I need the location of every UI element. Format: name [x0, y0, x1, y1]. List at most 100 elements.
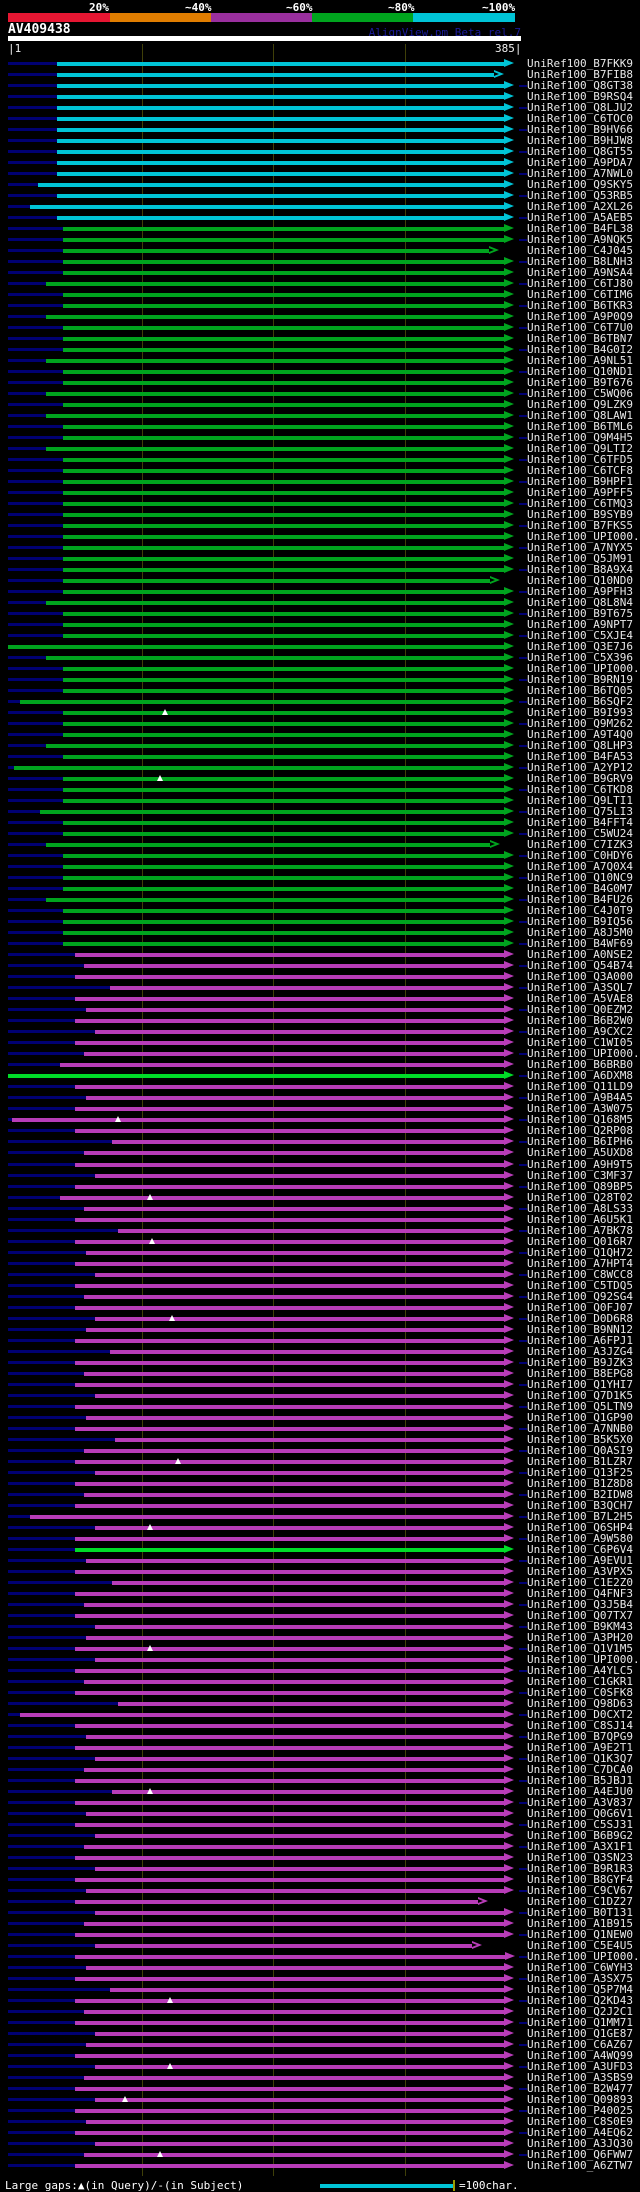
alignment-row[interactable]: UniRef100_B7FKK9: [0, 58, 640, 69]
hit-label[interactable]: UniRef100_A7BK78: [527, 1224, 633, 1237]
alignment-row[interactable]: UniRef100_Q75LI3: [0, 806, 640, 817]
alignment-row[interactable]: UniRef100_A8J5M0: [0, 927, 640, 938]
hit-label[interactable]: UniRef100_C6TCF8: [527, 464, 633, 477]
hit-label[interactable]: UniRef100_B8GYF4: [527, 1873, 633, 1886]
hit-label[interactable]: UniRef100_A7NYX5: [527, 541, 633, 554]
alignment-row[interactable]: UniRef100_Q0ASI9: [0, 1445, 640, 1456]
hit-bar[interactable]: [57, 194, 504, 198]
alignment-row[interactable]: UniRef100_B4FFT4: [0, 817, 640, 828]
alignment-row[interactable]: UniRef100_B9T675: [0, 608, 640, 619]
hit-label[interactable]: UniRef100_A3V837: [527, 1796, 633, 1809]
hit-bar[interactable]: [84, 1151, 504, 1155]
alignment-row[interactable]: UniRef100_A3VPX5: [0, 1566, 640, 1577]
hit-bar[interactable]: [86, 1636, 504, 1640]
hit-bar[interactable]: [60, 1196, 504, 1200]
hit-bar[interactable]: [57, 84, 504, 88]
hit-label[interactable]: UniRef100_Q1MM71: [527, 2016, 633, 2029]
alignment-row[interactable]: UniRef100_B9JZK3: [0, 1357, 640, 1368]
hit-bar[interactable]: [63, 579, 490, 583]
hit-label[interactable]: UniRef100_C5X396: [527, 651, 633, 664]
hit-bar[interactable]: [95, 1867, 504, 1871]
hit-label[interactable]: UniRef100_Q53RB5: [527, 189, 633, 202]
alignment-row[interactable]: UniRef100_B4G0I2: [0, 344, 640, 355]
hit-bar[interactable]: [63, 381, 504, 385]
hit-label[interactable]: UniRef100_A3JZG4: [527, 1345, 633, 1358]
alignment-row[interactable]: UniRef100_Q5LTN9: [0, 1401, 640, 1412]
hit-bar[interactable]: [75, 1218, 504, 1222]
hit-label[interactable]: UniRef100_A9PFH3: [527, 585, 633, 598]
hit-label[interactable]: UniRef100_Q9M262: [527, 717, 633, 730]
hit-bar[interactable]: [95, 2098, 504, 2102]
alignment-row[interactable]: UniRef100_C5XJE4: [0, 630, 640, 641]
hit-bar[interactable]: [110, 986, 504, 990]
hit-bar[interactable]: [84, 1680, 504, 1684]
hit-label[interactable]: UniRef100_Q9LTI2: [527, 442, 633, 455]
hit-label[interactable]: UniRef100_B9HV66: [527, 123, 633, 136]
hit-bar[interactable]: [63, 535, 504, 539]
hit-bar[interactable]: [95, 2032, 504, 2036]
alignment-row[interactable]: UniRef100_Q4FNF3: [0, 1588, 640, 1599]
hit-bar[interactable]: [57, 73, 494, 77]
hit-label[interactable]: UniRef100_B9HJW8: [527, 134, 633, 147]
hit-bar[interactable]: [63, 876, 504, 880]
hit-label[interactable]: UniRef100_B4FU26: [527, 893, 633, 906]
alignment-row[interactable]: UniRef100_C1DZ27: [0, 1896, 640, 1907]
alignment-row[interactable]: UniRef100_Q11LD9: [0, 1081, 640, 1092]
hit-bar[interactable]: [75, 1306, 504, 1310]
alignment-row[interactable]: UniRef100_A3W075: [0, 1103, 640, 1114]
alignment-row[interactable]: UniRef100_A7NNB0: [0, 1423, 640, 1434]
hit-label[interactable]: UniRef100_C6WYH3: [527, 1961, 633, 1974]
alignment-row[interactable]: UniRef100_A9PDA7: [0, 157, 640, 168]
hit-label[interactable]: UniRef100_A9T4Q0: [527, 728, 633, 741]
hit-bar[interactable]: [75, 1548, 504, 1552]
alignment-row[interactable]: UniRef100_A5VAE8: [0, 993, 640, 1004]
hit-label[interactable]: UniRef100_A5UXD8: [527, 1146, 633, 1159]
hit-bar[interactable]: [20, 700, 504, 704]
alignment-row[interactable]: UniRef100_B9HV66: [0, 124, 640, 135]
alignment-row[interactable]: UniRef100_Q2RP08: [0, 1125, 640, 1136]
alignment-row[interactable]: UniRef100_B9I993: [0, 707, 640, 718]
hit-bar[interactable]: [86, 1251, 504, 1255]
hit-bar[interactable]: [75, 1878, 504, 1882]
hit-label[interactable]: UniRef100_C5SJ31: [527, 1818, 633, 1831]
alignment-row[interactable]: UniRef100_C5TDQ5: [0, 1280, 640, 1291]
hit-label[interactable]: UniRef100_A2YP12: [527, 761, 633, 774]
alignment-row[interactable]: UniRef100_Q9LZK9: [0, 399, 640, 410]
hit-bar[interactable]: [63, 755, 504, 759]
alignment-row[interactable]: UniRef100_C5WU24: [0, 828, 640, 839]
hit-bar[interactable]: [63, 491, 504, 495]
hit-label[interactable]: UniRef100_B6TQ05: [527, 684, 633, 697]
hit-bar[interactable]: [57, 172, 504, 176]
hit-bar[interactable]: [75, 1240, 504, 1244]
hit-bar[interactable]: [63, 348, 504, 352]
hit-label[interactable]: UniRef100_A9NPT7: [527, 618, 633, 631]
hit-bar[interactable]: [46, 656, 504, 660]
hit-bar[interactable]: [95, 1834, 504, 1838]
hit-label[interactable]: UniRef100_A3W075: [527, 1102, 633, 1115]
hit-label[interactable]: UniRef100_C5WQ06: [527, 387, 633, 400]
alignment-row[interactable]: UniRef100_C5X396: [0, 652, 640, 663]
hit-bar[interactable]: [63, 865, 504, 869]
hit-label[interactable]: UniRef100_C5E4U5: [527, 1939, 633, 1952]
hit-bar[interactable]: [63, 480, 504, 484]
hit-bar[interactable]: [63, 612, 504, 616]
hit-label[interactable]: UniRef100_C1DZ27: [527, 1895, 633, 1908]
hit-label[interactable]: UniRef100_B5K5X0: [527, 1433, 633, 1446]
alignment-row[interactable]: UniRef100_B3QCH7: [0, 1500, 640, 1511]
hit-bar[interactable]: [84, 2076, 504, 2080]
hit-label[interactable]: UniRef100_B4WF69: [527, 937, 633, 950]
alignment-row[interactable]: UniRef100_B8GYF4: [0, 1874, 640, 1885]
hit-bar[interactable]: [75, 1570, 504, 1574]
hit-label[interactable]: UniRef100_A9CXC2: [527, 1025, 633, 1038]
hit-bar[interactable]: [63, 524, 504, 528]
hit-label[interactable]: UniRef100_B7FKS5: [527, 519, 633, 532]
hit-bar[interactable]: [112, 1790, 504, 1794]
hit-label[interactable]: UniRef100_A7HPT4: [527, 1257, 633, 1270]
hit-label[interactable]: UniRef100_Q7D1K5: [527, 1389, 633, 1402]
alignment-row[interactable]: UniRef100_Q5P7M4: [0, 1984, 640, 1995]
alignment-row[interactable]: UniRef100_B1LZR7: [0, 1456, 640, 1467]
alignment-row[interactable]: UniRef100_Q8LHP3: [0, 740, 640, 751]
hit-bar[interactable]: [63, 238, 504, 242]
hit-label[interactable]: UniRef100_A4YLC5: [527, 1664, 633, 1677]
hit-bar[interactable]: [63, 271, 504, 275]
